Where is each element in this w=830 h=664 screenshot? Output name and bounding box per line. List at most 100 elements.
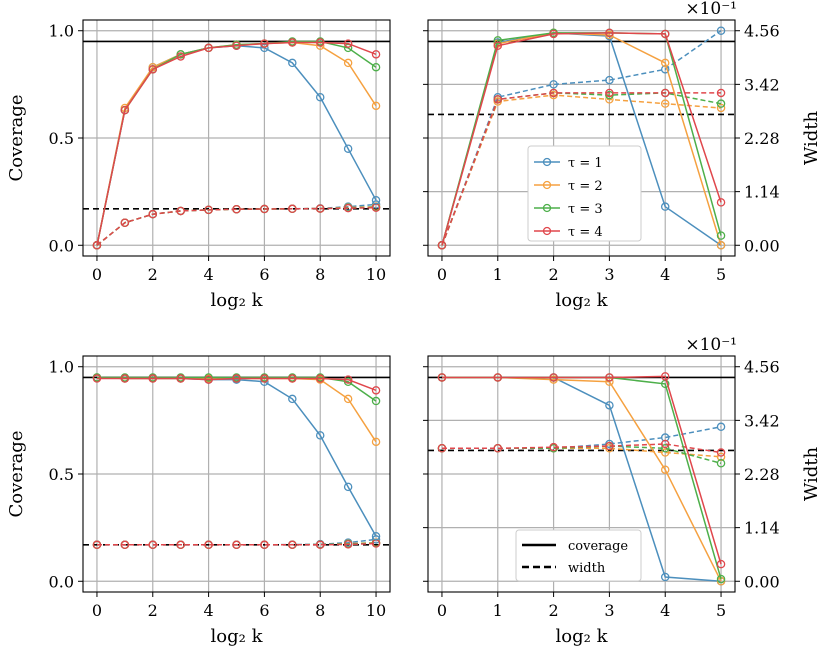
y-tick-label: 3.42 bbox=[744, 411, 780, 430]
coverage-point-tau-4-4 bbox=[204, 43, 213, 53]
legend-width-label: width bbox=[568, 561, 606, 576]
y-tick-label: 0.5 bbox=[49, 465, 74, 484]
gridlines bbox=[83, 356, 390, 592]
width-point-tau-3-5 bbox=[716, 459, 726, 468]
coverage-point-tau-4-2 bbox=[549, 373, 558, 382]
x-tick-label: 6 bbox=[259, 601, 269, 620]
width-point-tau-4-2 bbox=[549, 88, 558, 98]
coverage-point-tau-4-7 bbox=[288, 38, 297, 47]
y-axis-label: Width bbox=[801, 446, 822, 501]
coverage-point-tau-4-8 bbox=[315, 374, 325, 383]
coverage-point-tau-4-9 bbox=[343, 375, 353, 384]
x-axis-label: log₂ k bbox=[556, 290, 609, 311]
y-tick-label: 1.0 bbox=[49, 22, 74, 41]
coverage-series-tau-2 bbox=[96, 376, 377, 443]
legend-tau-entry-2: τ = 2 bbox=[534, 179, 603, 194]
width-series-tau-4 bbox=[96, 206, 377, 246]
legend-tau-entry-4: τ = 4 bbox=[534, 225, 603, 240]
coverage-point-tau-4-1 bbox=[493, 373, 503, 382]
coverage-point-tau-2-5 bbox=[716, 241, 726, 250]
legend-style-entry-width: width bbox=[522, 561, 606, 576]
legend-style: coverage width bbox=[515, 529, 642, 582]
coverage-point-tau-2-4 bbox=[660, 465, 670, 474]
coverage-point-tau-4-3 bbox=[605, 373, 614, 382]
y-tick-label: 0.00 bbox=[744, 572, 780, 591]
width-point-tau-1-4 bbox=[660, 65, 670, 74]
width-series-tau-2 bbox=[442, 447, 722, 458]
width-point-tau-4-9 bbox=[343, 540, 353, 549]
width-point-tau-4-6 bbox=[260, 204, 269, 214]
y-tick-label: 4.56 bbox=[744, 358, 780, 377]
axis-exponent-label: ×10⁻¹ bbox=[685, 0, 737, 19]
width-point-tau-4-2 bbox=[549, 442, 558, 452]
coverage-point-tau-4-6 bbox=[260, 374, 269, 383]
coverage-series-tau-4 bbox=[97, 377, 377, 392]
width-point-tau-4-1 bbox=[120, 218, 130, 227]
coverage-point-tau-4-5 bbox=[716, 198, 726, 207]
coverage-point-tau-2-10 bbox=[371, 437, 381, 447]
y-tick-label: 2.28 bbox=[744, 129, 780, 148]
coverage-point-tau-3-5 bbox=[716, 231, 726, 240]
coverage-point-tau-4-1 bbox=[120, 374, 130, 383]
gridlines bbox=[83, 20, 390, 256]
legend-tau: τ = 1 τ = 2 τ = 3 τ = 4 bbox=[527, 145, 642, 242]
coverage-point-tau-4-6 bbox=[260, 39, 269, 48]
width-point-tau-4-8 bbox=[315, 204, 325, 213]
y-tick-label: 0.00 bbox=[744, 236, 780, 255]
y-tick-label: 1.0 bbox=[49, 358, 74, 377]
x-tick-label: 8 bbox=[315, 265, 325, 284]
width-point-tau-4-1 bbox=[493, 444, 503, 453]
coverage-point-tau-1-3 bbox=[605, 401, 614, 410]
y-axis-label: Coverage bbox=[6, 431, 27, 518]
width-point-tau-4-5 bbox=[232, 540, 241, 550]
coverage-point-tau-4-2 bbox=[148, 65, 158, 74]
plot-area bbox=[92, 37, 381, 250]
legend-coverage-label: coverage bbox=[568, 539, 628, 554]
panel-top-left: 0 2 4 6 8 10 0.0 0.5 1.0 Coverage log₂ k bbox=[6, 19, 391, 311]
coverage-point-tau-4-10 bbox=[371, 386, 381, 395]
coverage-point-tau-1-7 bbox=[288, 58, 297, 68]
coverage-point-tau-4-2 bbox=[148, 374, 158, 383]
width-point-tau-4-6 bbox=[260, 540, 269, 550]
y-tick-label: 2.28 bbox=[744, 465, 780, 484]
width-point-tau-1-3 bbox=[605, 75, 614, 85]
y-tick-label: 0.0 bbox=[49, 572, 74, 591]
width-point-tau-4-2 bbox=[148, 540, 158, 550]
x-tick-label: 5 bbox=[716, 601, 726, 620]
coverage-series-tau-3 bbox=[96, 40, 377, 246]
y-tick-label: 3.42 bbox=[744, 75, 780, 94]
x-tick-label: 4 bbox=[660, 601, 670, 620]
width-point-tau-2-4 bbox=[660, 448, 670, 457]
x-axis-label: log₂ k bbox=[556, 626, 609, 647]
coverage-point-tau-4-3 bbox=[176, 374, 185, 383]
coverage-point-tau-4-10 bbox=[371, 50, 381, 59]
x-tick-label: 4 bbox=[203, 601, 213, 620]
x-tick-label: 10 bbox=[366, 601, 386, 620]
width-series-tau-4 bbox=[441, 92, 721, 246]
width-point-tau-4-5 bbox=[716, 448, 726, 457]
width-point-tau-3-5 bbox=[716, 99, 726, 108]
coverage-point-tau-4-5 bbox=[716, 559, 726, 569]
legend-tau-marker-1 bbox=[542, 157, 552, 167]
x-tick-label: 1 bbox=[493, 265, 503, 284]
coverage-point-tau-4-3 bbox=[176, 52, 185, 61]
width-point-tau-4-1 bbox=[120, 540, 130, 550]
coverage-point-tau-3-5 bbox=[716, 574, 726, 584]
coverage-point-tau-4-5 bbox=[232, 374, 241, 383]
width-point-tau-2-5 bbox=[716, 452, 726, 462]
x-tick-label: 8 bbox=[315, 601, 325, 620]
legend-tau-entry-3: τ = 3 bbox=[534, 202, 603, 217]
coverage-series-tau-1 bbox=[96, 44, 377, 246]
width-series-tau-4 bbox=[442, 443, 722, 454]
width-point-tau-4-8 bbox=[315, 540, 325, 550]
x-tick-label: 5 bbox=[716, 265, 726, 284]
width-point-tau-1-5 bbox=[716, 422, 726, 432]
x-tick-label: 0 bbox=[92, 601, 102, 620]
coverage-point-tau-4-3 bbox=[605, 28, 614, 38]
width-point-tau-1-2 bbox=[549, 80, 558, 89]
x-tick-label: 0 bbox=[437, 601, 447, 620]
legend-tau-entry-1: τ = 1 bbox=[534, 156, 603, 171]
width-point-tau-4-4 bbox=[204, 540, 213, 550]
coverage-series-tau-4 bbox=[442, 375, 722, 565]
